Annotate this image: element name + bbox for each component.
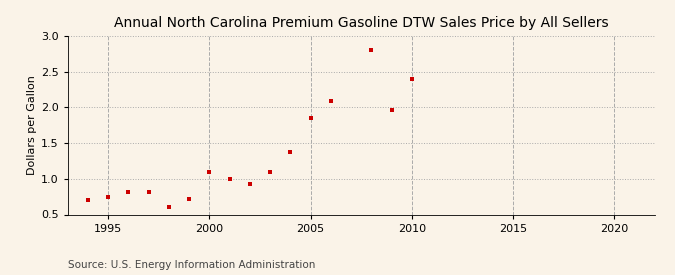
Point <box>386 108 397 112</box>
Point <box>184 197 194 202</box>
Y-axis label: Dollars per Gallon: Dollars per Gallon <box>26 75 36 175</box>
Point <box>366 48 377 52</box>
Point <box>305 116 316 120</box>
Point <box>163 204 174 209</box>
Point <box>103 194 113 199</box>
Title: Annual North Carolina Premium Gasoline DTW Sales Price by All Sellers: Annual North Carolina Premium Gasoline D… <box>114 16 608 31</box>
Point <box>406 77 417 82</box>
Point <box>123 189 134 194</box>
Point <box>244 182 255 187</box>
Point <box>285 149 296 154</box>
Text: Source: U.S. Energy Information Administration: Source: U.S. Energy Information Administ… <box>68 260 315 270</box>
Point <box>143 189 154 194</box>
Point <box>325 99 336 103</box>
Point <box>265 170 275 175</box>
Point <box>82 198 93 202</box>
Point <box>204 170 215 175</box>
Point <box>224 177 235 182</box>
